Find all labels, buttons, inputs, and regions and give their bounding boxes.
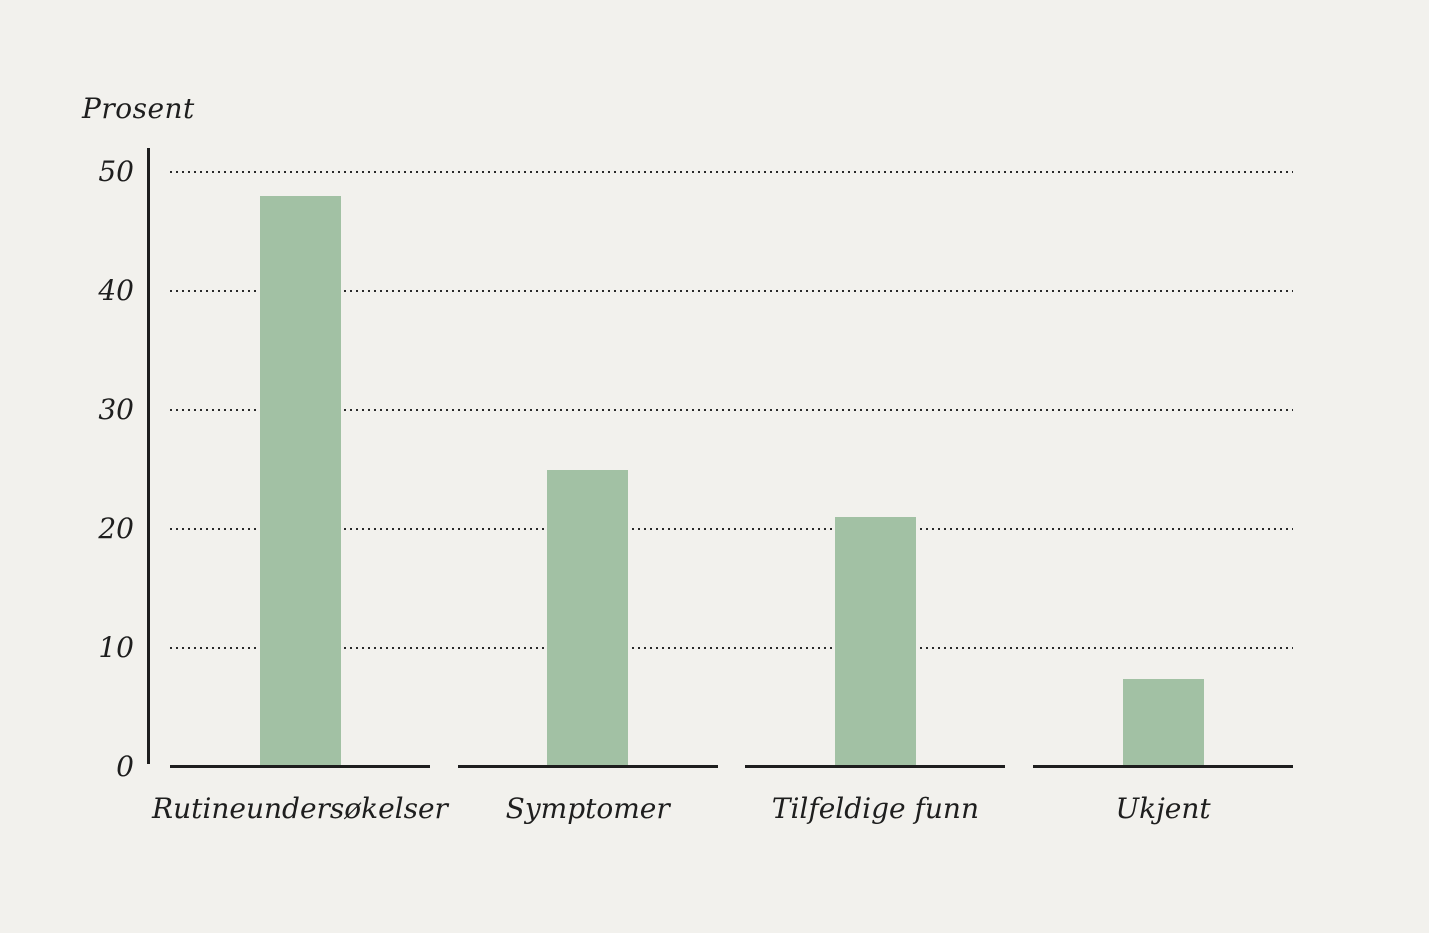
x-category-label-ukjent: Ukjent bbox=[1115, 792, 1211, 825]
bar-tilfeldige-funn bbox=[834, 517, 916, 767]
gridline-50 bbox=[170, 171, 1294, 173]
y-tick-label-40: 40 bbox=[98, 274, 134, 307]
y-axis-title: Prosent bbox=[82, 92, 195, 125]
y-tick-label-10: 10 bbox=[98, 631, 134, 664]
y-tick-label-20: 20 bbox=[98, 512, 134, 545]
y-axis-line bbox=[147, 148, 150, 764]
x-category-label-rutineunders-kelser: Rutineundersøkelser bbox=[152, 792, 448, 825]
gridline-20 bbox=[170, 528, 1294, 530]
y-tick-label-50: 50 bbox=[98, 155, 134, 188]
x-baseline-segment-2 bbox=[457, 765, 718, 768]
y-tick-label-30: 30 bbox=[98, 393, 134, 426]
bar-rutineunders-kelser bbox=[259, 195, 341, 767]
gridline-40 bbox=[170, 290, 1294, 292]
y-tick-label-0: 0 bbox=[116, 750, 134, 783]
bar-ukjent bbox=[1122, 678, 1204, 767]
x-category-label-symptomer: Symptomer bbox=[505, 792, 670, 825]
gridline-10 bbox=[170, 647, 1294, 649]
x-baseline-segment-3 bbox=[745, 765, 1006, 768]
x-baseline-segment-1 bbox=[170, 765, 430, 768]
bar-symptomer bbox=[547, 469, 629, 767]
gridline-30 bbox=[170, 409, 1294, 411]
x-baseline-segment-4 bbox=[1033, 765, 1294, 768]
x-category-label-tilfeldige-funn: Tilfeldige funn bbox=[771, 792, 979, 825]
